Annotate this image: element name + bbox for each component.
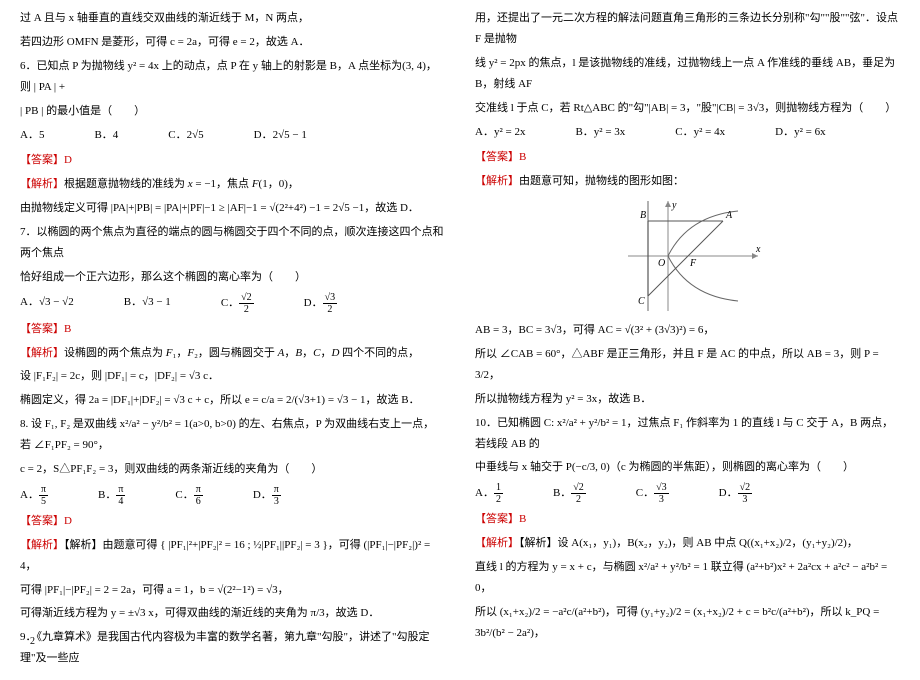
analysis-text: 根据题意抛物线的准线为 x = −1，焦点 F(1，0)， bbox=[64, 178, 299, 190]
q8-stem1: 8. 设 F₁, F₂ 是双曲线 x²/a² − y²/b² = 1(a>0, … bbox=[20, 414, 445, 456]
opt-c: C．√33 bbox=[636, 482, 669, 505]
label-y: y bbox=[671, 200, 677, 211]
opt-d: D．√23 bbox=[719, 482, 752, 505]
analysis-text: 【解析】设 A(x₁，y₁)，B(x₂，y₂)，则 AB 中点 Q((x₁+x₂… bbox=[519, 537, 858, 549]
q8-analysis-3: 可得渐近线方程为 y = ±√3 x，可得双曲线的渐近线的夹角为 π/3，故选 … bbox=[20, 603, 445, 624]
q9-analysis-4: 所以抛物线方程为 y² = 3x，故选 B． bbox=[475, 389, 900, 410]
page-number: 2 bbox=[30, 636, 35, 647]
analysis-text: 【解析】由题意可得 { |PF₁|²+|PF₂|² = 16 ; ½|PF₁||… bbox=[20, 539, 430, 572]
q7-stem1: 7．以椭圆的两个焦点为直径的端点的圆与椭圆交于四个不同的点，顺次连接这四个点和两… bbox=[20, 222, 445, 264]
q8-analysis-1: 【解析】【解析】由题意可得 { |PF₁|²+|PF₂|² = 16 ; ½|P… bbox=[20, 535, 445, 577]
label-o: O bbox=[658, 258, 665, 269]
opt-d: D．2√5 − 1 bbox=[254, 125, 307, 146]
q7-stem2: 恰好组成一个正六边形，那么这个椭圆的离心率为（ ） bbox=[20, 267, 445, 288]
opt-d: D．π3 bbox=[253, 484, 281, 507]
analysis-text: 设椭圆的两个焦点为 F₁，F₂，圆与椭圆交于 A，B，C，D 四个不同的点， bbox=[64, 347, 419, 359]
opt-c: C．2√5 bbox=[168, 125, 203, 146]
text-line: 过 A 且与 x 轴垂直的直线交双曲线的渐近线于 M，N 两点， bbox=[20, 8, 445, 29]
analysis-label: 【解析】 bbox=[20, 539, 64, 551]
q8-answer: 【答案】D bbox=[20, 511, 445, 532]
label-b: B bbox=[640, 210, 646, 221]
q7-options: A．√3 − √2 B．√3 − 1 C．√22 D．√32 bbox=[20, 292, 445, 315]
q10-analysis-2: 直线 l 的方程为 y = x + c，与椭圆 x²/a² + y²/b² = … bbox=[475, 557, 900, 599]
analysis-label: 【解析】 bbox=[20, 347, 64, 359]
opt-a: A．12 bbox=[475, 482, 503, 505]
label-x: x bbox=[755, 244, 761, 255]
q6-options: A．5 B．4 C．2√5 D．2√5 − 1 bbox=[20, 125, 445, 146]
opt-c: C．π6 bbox=[175, 484, 202, 507]
opt-b: B．√22 bbox=[553, 482, 586, 505]
y-arrow bbox=[665, 201, 671, 207]
analysis-label: 【解析】 bbox=[475, 175, 519, 187]
q9-stem: 9．《九章算术》是我国古代内容极为丰富的数学名著，第九章"勾股"，讲述了"勾股定… bbox=[20, 627, 445, 669]
q6-analysis-2: 由抛物线定义可得 |PA|+|PB| = |PA|+|PF|−1 ≥ |AF|−… bbox=[20, 198, 445, 219]
analysis-label: 【解析】 bbox=[20, 178, 64, 190]
q8-analysis-2: 可得 |PF₁|−|PF₂| = 2 = 2a，可得 a = 1，b = √(2… bbox=[20, 580, 445, 601]
q9-analysis-2: AB = 3，BC = 3√3，可得 AC = √(3² + (3√3)²) =… bbox=[475, 320, 900, 341]
q10-analysis-1: 【解析】【解析】设 A(x₁，y₁)，B(x₂，y₂)，则 AB 中点 Q((x… bbox=[475, 533, 900, 554]
q10-stem2: 中垂线与 x 轴交于 P(−c/3, 0)（c 为椭圆的半焦距），则椭圆的离心率… bbox=[475, 457, 900, 478]
q10-analysis-3: 所以 (x₁+x₂)/2 = −a²c/(a²+b²)，可得 (y₁+y₂)/2… bbox=[475, 602, 900, 644]
diagram-svg: B A F C O x y bbox=[608, 196, 768, 316]
opt-b: B．y² = 3x bbox=[575, 122, 625, 143]
right-column: 用，还提出了一元二次方程的解法问题直角三角形的三条边长分别称"勾""股""弦"．… bbox=[475, 8, 900, 672]
analysis-text: 由题意可知，抛物线的图形如图： bbox=[519, 175, 684, 187]
parabola-diagram: B A F C O x y bbox=[608, 196, 768, 316]
opt-a: A．π5 bbox=[20, 484, 48, 507]
text-line: 若四边形 OMFN 是菱形，可得 c = 2a，可得 e = 2，故选 A． bbox=[20, 32, 445, 53]
opt-b: B．4 bbox=[94, 125, 118, 146]
q6-stem: 6．已知点 P 为抛物线 y² = 4x 上的动点，点 P 在 y 轴上的射影是… bbox=[20, 56, 445, 98]
opt-b: B．√3 − 1 bbox=[124, 292, 171, 315]
q6-answer: 【答案】D bbox=[20, 150, 445, 171]
q7-analysis-1: 【解析】设椭圆的两个焦点为 F₁，F₂，圆与椭圆交于 A，B，C，D 四个不同的… bbox=[20, 343, 445, 364]
q9-analysis-1: 【解析】由题意可知，抛物线的图形如图： bbox=[475, 171, 900, 192]
opt-b: B．π4 bbox=[98, 484, 125, 507]
q8-options: A．π5 B．π4 C．π6 D．π3 bbox=[20, 484, 445, 507]
opt-a: A．5 bbox=[20, 125, 44, 146]
q7-analysis-3: 椭圆定义，得 2a = |DF₁|+|DF₂| = √3 c + c，所以 e … bbox=[20, 390, 445, 411]
q8-stem2: c = 2，S△PF₁F₂ = 3，则双曲线的两条渐近线的夹角为（ ） bbox=[20, 459, 445, 480]
q9-analysis-3: 所以 ∠CAB = 60°，△ABF 是正三角形，并且 F 是 AC 的中点，所… bbox=[475, 344, 900, 386]
text-line: 交准线 l 于点 C，若 Rt△ABC 的"勾"|AB| = 3，"股"|CB|… bbox=[475, 98, 900, 119]
left-column: 过 A 且与 x 轴垂直的直线交双曲线的渐近线于 M，N 两点， 若四边形 OM… bbox=[20, 8, 445, 672]
opt-c: C．√22 bbox=[221, 292, 254, 315]
opt-d: D．y² = 6x bbox=[775, 122, 825, 143]
q10-answer: 【答案】B bbox=[475, 509, 900, 530]
opt-d: D．√32 bbox=[304, 292, 337, 315]
q6-analysis-1: 【解析】根据题意抛物线的准线为 x = −1，焦点 F(1，0)， bbox=[20, 174, 445, 195]
q6-stem2: | PB | 的最小值是（ ） bbox=[20, 101, 445, 122]
opt-a: A．√3 − √2 bbox=[20, 292, 74, 315]
label-c: C bbox=[638, 296, 645, 307]
opt-a: A．y² = 2x bbox=[475, 122, 525, 143]
q10-options: A．12 B．√22 C．√33 D．√23 bbox=[475, 482, 900, 505]
text-line: 线 y² = 2px 的焦点，l 是该抛物线的准线，过抛物线上一点 A 作准线的… bbox=[475, 53, 900, 95]
q9-answer: 【答案】B bbox=[475, 147, 900, 168]
text-line: 用，还提出了一元二次方程的解法问题直角三角形的三条边长分别称"勾""股""弦"．… bbox=[475, 8, 900, 50]
q9-options: A．y² = 2x B．y² = 3x C．y² = 4x D．y² = 6x bbox=[475, 122, 900, 143]
label-a: A bbox=[725, 210, 733, 221]
q7-analysis-2: 设 |F₁F₂| = 2c，则 |DF₁| = c，|DF₂| = √3 c． bbox=[20, 366, 445, 387]
q10-stem1: 10．已知椭圆 C: x²/a² + y²/b² = 1，过焦点 F₁ 作斜率为… bbox=[475, 413, 900, 455]
opt-c: C．y² = 4x bbox=[675, 122, 725, 143]
label-f: F bbox=[689, 258, 697, 269]
analysis-label: 【解析】 bbox=[475, 537, 519, 549]
q7-answer: 【答案】B bbox=[20, 319, 445, 340]
